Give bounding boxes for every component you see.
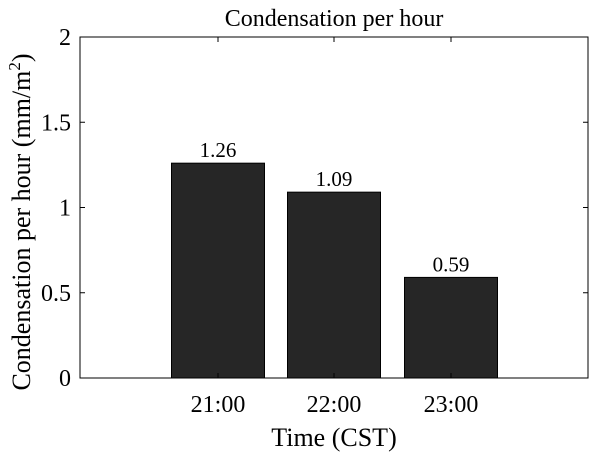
y-axis-label: Condensation per hour (mm/m2) bbox=[5, 53, 36, 390]
bar-value-label: 0.59 bbox=[433, 252, 470, 276]
bar-value-label: 1.26 bbox=[200, 138, 237, 162]
y-tick-label: 0.5 bbox=[41, 281, 71, 307]
bar-2200 bbox=[287, 191, 381, 379]
bars-group bbox=[171, 162, 498, 379]
x-tick-label: 21:00 bbox=[191, 392, 246, 418]
y-axis-label-main: Condensation per hour (mm/m bbox=[7, 71, 36, 391]
bar-2300 bbox=[404, 276, 498, 379]
chart-title: Condensation per hour bbox=[225, 6, 444, 32]
y-tick-label: 0 bbox=[59, 366, 71, 392]
y-tick-label: 1 bbox=[59, 196, 71, 222]
value-labels-group: 1.26 1.09 0.59 bbox=[200, 138, 470, 276]
x-tick-label: 22:00 bbox=[307, 392, 362, 418]
x-axis-label: Time (CST) bbox=[271, 423, 396, 452]
y-axis-label-superscript: 2 bbox=[5, 62, 24, 71]
x-tick-label: 23:00 bbox=[424, 392, 479, 418]
x-axis: 21:00 22:00 23:00 bbox=[191, 37, 479, 418]
y-tick-label: 2 bbox=[59, 25, 71, 51]
y-tick-label: 1.5 bbox=[41, 110, 71, 136]
bar-value-label: 1.09 bbox=[316, 167, 353, 191]
bar-2100 bbox=[171, 162, 265, 379]
y-axis: 0 0.5 1 1.5 2 bbox=[41, 25, 588, 392]
y-axis-label-end: ) bbox=[7, 53, 36, 62]
